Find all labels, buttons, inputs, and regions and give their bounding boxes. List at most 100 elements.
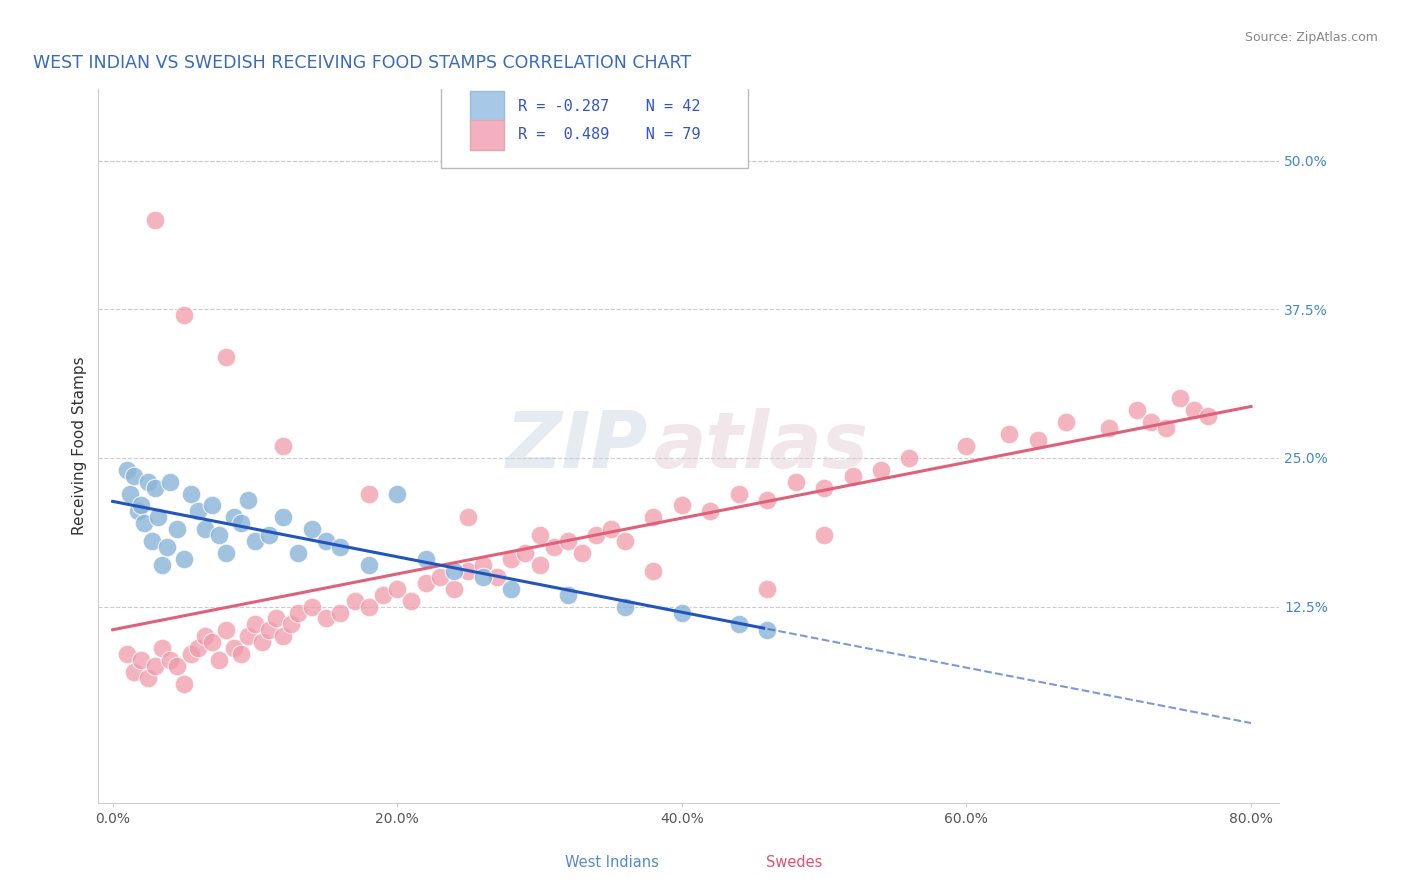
Text: Source: ZipAtlas.com: Source: ZipAtlas.com (1244, 31, 1378, 45)
Point (287, 606, 309, 620)
Point (201, 635, 224, 649)
Text: ZIP: ZIP (505, 408, 648, 484)
Point (699, 504, 721, 518)
Point (136, 475, 159, 489)
Point (156, 540, 179, 554)
Point (357, 486, 380, 500)
Point (870, 463, 893, 477)
Point (118, 486, 141, 500)
Point (273, 510, 295, 524)
Point (208, 653, 231, 667)
Point (898, 450, 921, 465)
Point (236, 629, 259, 643)
Point (515, 546, 537, 560)
Point (371, 588, 394, 602)
Text: R =  0.489    N = 79: R = 0.489 N = 79 (517, 128, 700, 143)
Point (301, 522, 323, 536)
Point (273, 629, 295, 643)
Point (756, 492, 779, 507)
Point (127, 504, 149, 518)
Point (315, 611, 337, 625)
Point (443, 564, 465, 578)
Point (485, 570, 508, 584)
Point (471, 558, 494, 572)
Point (152, 558, 174, 572)
Point (215, 624, 238, 638)
Point (315, 534, 337, 549)
Point (998, 427, 1021, 442)
Point (401, 593, 423, 607)
Point (187, 641, 209, 656)
Text: Swedes: Swedes (766, 855, 823, 870)
Point (841, 468, 863, 483)
Point (599, 522, 621, 536)
Point (1054, 415, 1077, 429)
Point (955, 439, 977, 453)
Point (756, 582, 779, 596)
Point (173, 677, 195, 691)
Point (152, 641, 174, 656)
Point (180, 647, 202, 661)
Point (529, 528, 551, 542)
Point (243, 534, 266, 549)
Point (132, 516, 155, 531)
Point (173, 552, 195, 566)
Point (180, 486, 202, 500)
Point (357, 599, 380, 614)
Point (643, 564, 665, 578)
Point (194, 522, 217, 536)
Point (443, 582, 465, 596)
Point (387, 582, 409, 596)
Point (671, 499, 693, 513)
Point (194, 629, 217, 643)
Point (222, 641, 245, 656)
Point (236, 492, 259, 507)
Point (1154, 421, 1177, 435)
Point (250, 635, 273, 649)
Point (499, 552, 522, 566)
Point (143, 659, 166, 673)
Point (215, 546, 238, 560)
Point (727, 486, 749, 500)
Point (266, 611, 288, 625)
Point (159, 653, 181, 667)
Point (571, 546, 593, 560)
Point (273, 439, 295, 453)
Text: West Indians: West Indians (565, 855, 658, 870)
Point (159, 475, 181, 489)
Point (280, 617, 302, 632)
Point (257, 528, 280, 542)
Point (148, 510, 170, 524)
Point (671, 606, 693, 620)
Point (1098, 421, 1121, 435)
Point (143, 481, 166, 495)
Point (585, 528, 607, 542)
Point (785, 475, 807, 489)
Point (329, 606, 352, 620)
Point (1168, 392, 1191, 406)
Point (243, 617, 266, 632)
Point (529, 558, 551, 572)
Bar (471, 91, 503, 121)
Point (343, 593, 366, 607)
Point (543, 540, 565, 554)
Point (557, 534, 579, 549)
Point (143, 213, 166, 227)
Point (499, 582, 522, 596)
Point (287, 546, 309, 560)
Point (613, 534, 636, 549)
Point (201, 499, 224, 513)
Point (813, 481, 835, 495)
Point (1126, 403, 1149, 417)
Point (129, 653, 152, 667)
Y-axis label: Receiving Food Stamps: Receiving Food Stamps (72, 357, 87, 535)
Point (329, 540, 352, 554)
Point (301, 599, 323, 614)
Point (727, 617, 749, 632)
Point (557, 588, 579, 602)
FancyBboxPatch shape (441, 68, 748, 168)
Point (1197, 409, 1219, 424)
Point (1026, 433, 1049, 447)
Point (229, 647, 252, 661)
Point (215, 350, 238, 364)
